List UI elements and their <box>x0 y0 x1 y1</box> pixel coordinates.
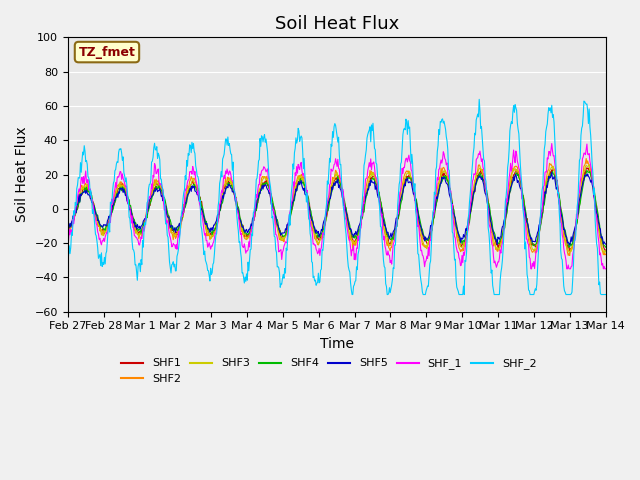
SHF_2 <box>419 289 426 295</box>
SHF1 <box>566 249 573 255</box>
SHF2 <box>566 252 573 258</box>
SHF_2 <box>403 119 410 124</box>
SHF4 <box>565 244 573 250</box>
SHF1 <box>583 165 591 170</box>
SHF2 <box>64 229 72 235</box>
SHF4 <box>402 179 410 185</box>
Line: SHF4: SHF4 <box>68 170 605 247</box>
SHF_1 <box>64 239 72 245</box>
SHF_2 <box>184 163 191 169</box>
SHF4 <box>129 215 137 221</box>
SHF1 <box>602 247 609 253</box>
SHF5 <box>602 241 609 247</box>
SHF5 <box>212 219 220 225</box>
SHF_1 <box>548 141 556 146</box>
SHF4 <box>184 194 191 200</box>
X-axis label: Time: Time <box>320 337 354 351</box>
SHF5 <box>418 228 426 233</box>
SHF3 <box>602 249 609 255</box>
SHF1 <box>64 226 72 231</box>
SHF1 <box>184 194 191 200</box>
SHF4 <box>583 168 591 173</box>
SHF_1 <box>402 156 410 161</box>
SHF5 <box>129 216 137 222</box>
SHF2 <box>402 169 410 175</box>
SHF3 <box>600 250 608 255</box>
SHF1 <box>212 224 220 229</box>
SHF3 <box>586 162 593 168</box>
SHF4 <box>418 225 426 231</box>
SHF1 <box>129 215 137 220</box>
SHF5 <box>64 227 72 232</box>
SHF4 <box>74 204 81 210</box>
SHF2 <box>582 156 590 161</box>
SHF1 <box>418 227 426 232</box>
SHF5 <box>548 169 556 175</box>
SHF3 <box>418 231 426 237</box>
SHF_1 <box>129 225 137 230</box>
SHF_2 <box>64 255 72 261</box>
Line: SHF_2: SHF_2 <box>68 99 605 295</box>
Text: TZ_fmet: TZ_fmet <box>79 46 136 59</box>
SHF2 <box>602 251 609 257</box>
SHF5 <box>184 192 191 198</box>
SHF2 <box>184 182 191 188</box>
SHF_1 <box>212 230 220 236</box>
SHF_1 <box>184 180 191 185</box>
SHF1 <box>74 206 81 212</box>
SHF4 <box>64 226 72 232</box>
Line: SHF1: SHF1 <box>68 168 605 252</box>
SHF2 <box>212 225 220 230</box>
SHF2 <box>74 203 81 209</box>
Line: SHF2: SHF2 <box>68 158 605 255</box>
SHF2 <box>129 220 137 226</box>
SHF_1 <box>602 266 609 272</box>
SHF4 <box>602 244 609 250</box>
Legend: SHF1, SHF2, SHF3, SHF4, SHF5, SHF_1, SHF_2: SHF1, SHF2, SHF3, SHF4, SHF5, SHF_1, SHF… <box>116 354 541 388</box>
Line: SHF5: SHF5 <box>68 172 605 245</box>
SHF3 <box>64 227 72 233</box>
SHF5 <box>74 202 81 207</box>
SHF5 <box>566 242 573 248</box>
SHF1 <box>402 177 410 183</box>
SHF4 <box>212 226 220 232</box>
SHF_2 <box>212 232 220 238</box>
Line: SHF_1: SHF_1 <box>68 144 605 269</box>
Title: Soil Heat Flux: Soil Heat Flux <box>275 15 399 33</box>
SHF5 <box>402 177 410 182</box>
SHF2 <box>418 235 426 241</box>
SHF_2 <box>476 96 483 102</box>
SHF3 <box>402 173 410 179</box>
SHF3 <box>212 220 220 226</box>
SHF3 <box>129 215 137 220</box>
SHF_2 <box>74 182 81 188</box>
SHF_1 <box>74 194 81 200</box>
Y-axis label: Soil Heat Flux: Soil Heat Flux <box>15 127 29 222</box>
SHF_1 <box>527 266 534 272</box>
SHF3 <box>184 191 191 196</box>
SHF_2 <box>129 246 137 252</box>
SHF_1 <box>418 247 426 253</box>
SHF3 <box>74 197 81 203</box>
Line: SHF3: SHF3 <box>68 165 605 252</box>
SHF_2 <box>602 292 609 298</box>
SHF_2 <box>349 292 356 298</box>
